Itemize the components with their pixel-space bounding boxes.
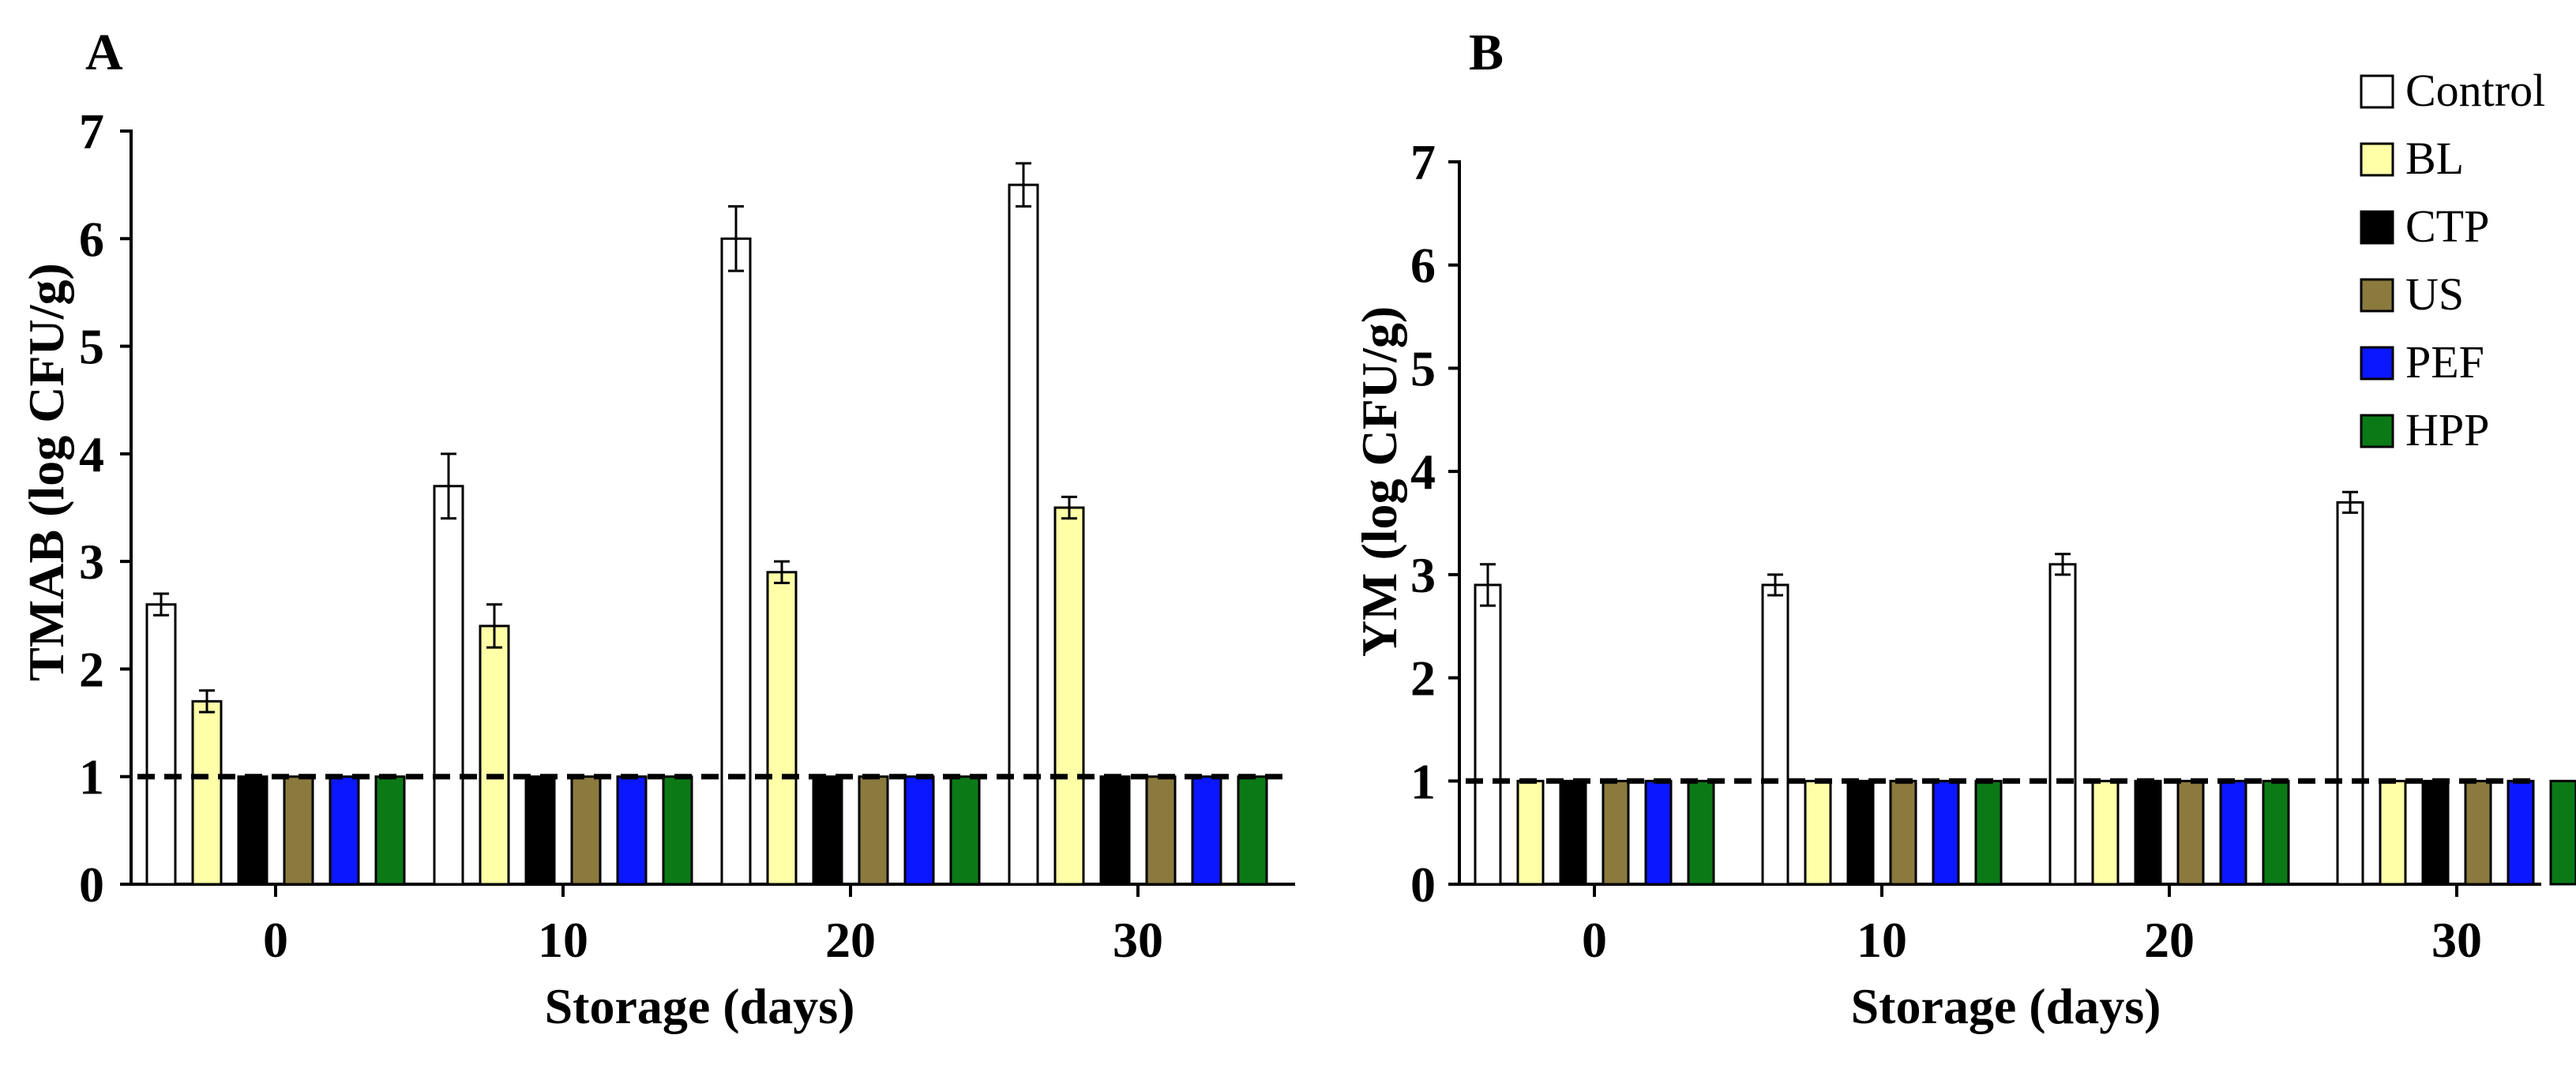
legend-label-bl: BL: [2405, 133, 2464, 184]
y-tick-label: 6: [79, 211, 104, 267]
bar-control-20: [720, 237, 752, 886]
bar-bl-10: [1804, 779, 1832, 886]
panel-b-letter: B: [1469, 24, 1504, 81]
y-tick-label: 7: [1410, 134, 1436, 190]
panel-a-y-axis-title: TMAB (log CFU/g): [18, 263, 74, 681]
bar-us-0: [1602, 779, 1630, 886]
bar-pef-20: [2219, 779, 2247, 886]
legend-swatch-pef: [2360, 346, 2394, 381]
x-tick-label: 30: [1113, 912, 1163, 968]
bar-pef-30: [1191, 775, 1222, 886]
bar-us-30: [1145, 775, 1177, 886]
bar-control-0: [1474, 583, 1502, 886]
y-tick-label: 4: [79, 426, 104, 482]
bar-control-30: [2336, 501, 2364, 886]
legend-label-pef: PEF: [2405, 336, 2484, 388]
legend-swatch-us: [2360, 278, 2394, 313]
x-tick-label: 0: [263, 912, 288, 968]
panel-b-plot: 0 1 2 3 4 5 6 7 0 10 20 30: [1410, 134, 2576, 968]
bar-hpp-0: [1687, 779, 1715, 886]
bar-control-0: [145, 603, 177, 886]
bar-ctp-30: [2421, 779, 2450, 886]
legend-label-ctp: CTP: [2405, 201, 2489, 252]
legend-swatch-control: [2360, 74, 2394, 109]
panel-b-x-axis-title: Storage (days): [1851, 978, 2161, 1034]
x-tick-label: 30: [2431, 912, 2482, 968]
y-tick-label: 5: [79, 319, 104, 375]
panel-a-x-axis-title: Storage (days): [545, 978, 855, 1034]
legend-swatch-hpp: [2360, 414, 2394, 448]
bar-ctp-0: [1559, 779, 1587, 886]
y-tick-label: 1: [1410, 753, 1436, 809]
bar-control-30: [1008, 183, 1039, 886]
x-tick-label: 10: [1857, 912, 1907, 968]
bar-bl-0: [191, 699, 223, 886]
legend-label-hpp: HPP: [2405, 404, 2489, 456]
bar-us-20: [2176, 779, 2205, 886]
bar-us-10: [570, 775, 602, 886]
y-tick-label: 3: [79, 534, 104, 590]
legend-swatch-ctp: [2360, 210, 2394, 245]
bar-control-10: [1761, 583, 1789, 886]
bar-hpp-20: [949, 775, 981, 886]
legend: Control BL CTP US PEF HPP: [2360, 65, 2545, 456]
bar-us-30: [2464, 779, 2492, 886]
y-tick-label: 0: [1410, 857, 1436, 913]
y-tick-label: 1: [79, 749, 104, 805]
bar-bl-30: [1053, 506, 1085, 886]
bar-hpp-20: [2262, 779, 2290, 886]
x-tick-label: 20: [825, 912, 876, 968]
bar-pef-20: [903, 775, 935, 886]
legend-label-control: Control: [2405, 65, 2545, 116]
bar-ctp-30: [1099, 775, 1131, 886]
bar-pef-10: [616, 775, 648, 886]
bar-hpp-10: [662, 775, 693, 886]
bar-control-20: [2048, 563, 2077, 886]
panel-a-plot: 0 1 2 3 4 5 6 7 0 10 20 30: [79, 103, 1295, 968]
bar-ctp-20: [812, 775, 843, 886]
x-tick-label: 20: [2144, 912, 2195, 968]
x-tick-label: 10: [538, 912, 588, 968]
bar-bl-30: [2379, 779, 2407, 886]
y-tick-label: 7: [79, 103, 104, 159]
y-tick-label: 6: [1410, 238, 1436, 294]
bar-ctp-10: [1846, 779, 1875, 886]
bar-us-10: [1889, 779, 1917, 886]
panel-b: B YM (log CFU/g) Storage (days) 0 1 2 3 4 5 6 7…: [1351, 24, 2576, 1034]
bar-us-20: [858, 775, 889, 886]
y-tick-label: 2: [79, 641, 104, 697]
bar-pef-10: [1932, 779, 1960, 886]
y-tick-label: 2: [1410, 651, 1436, 707]
y-tick-label: 5: [1410, 340, 1436, 396]
bar-bl-0: [1516, 779, 1545, 886]
legend-label-us: US: [2405, 268, 2464, 320]
panel-a-letter: A: [85, 24, 123, 81]
y-tick-label: 0: [79, 857, 104, 913]
bar-pef-0: [329, 775, 360, 886]
bar-hpp-0: [374, 775, 406, 886]
panel-b-y-axis-title: YM (log CFU/g): [1351, 306, 1407, 657]
panel-a: A TMAB (log CFU/g) Storage (days) 0 1 2 3 4 5…: [18, 24, 1295, 1034]
bar-us-0: [283, 775, 314, 886]
bar-control-10: [433, 485, 464, 886]
bar-bl-20: [2091, 779, 2120, 886]
bar-ctp-0: [237, 775, 268, 886]
bar-hpp-30: [1237, 775, 1268, 886]
bar-hpp-10: [1974, 779, 2003, 886]
bar-pef-0: [1644, 779, 1673, 886]
bar-bl-20: [766, 571, 798, 886]
y-tick-label: 3: [1410, 547, 1436, 603]
bar-bl-10: [479, 624, 510, 886]
bar-ctp-10: [524, 775, 556, 886]
bar-hpp-30: [2549, 779, 2576, 886]
y-tick-label: 4: [1410, 444, 1436, 500]
x-tick-label: 0: [1582, 912, 1607, 968]
bar-ctp-20: [2134, 779, 2162, 886]
bar-pef-30: [2507, 779, 2535, 886]
legend-swatch-bl: [2360, 142, 2394, 177]
